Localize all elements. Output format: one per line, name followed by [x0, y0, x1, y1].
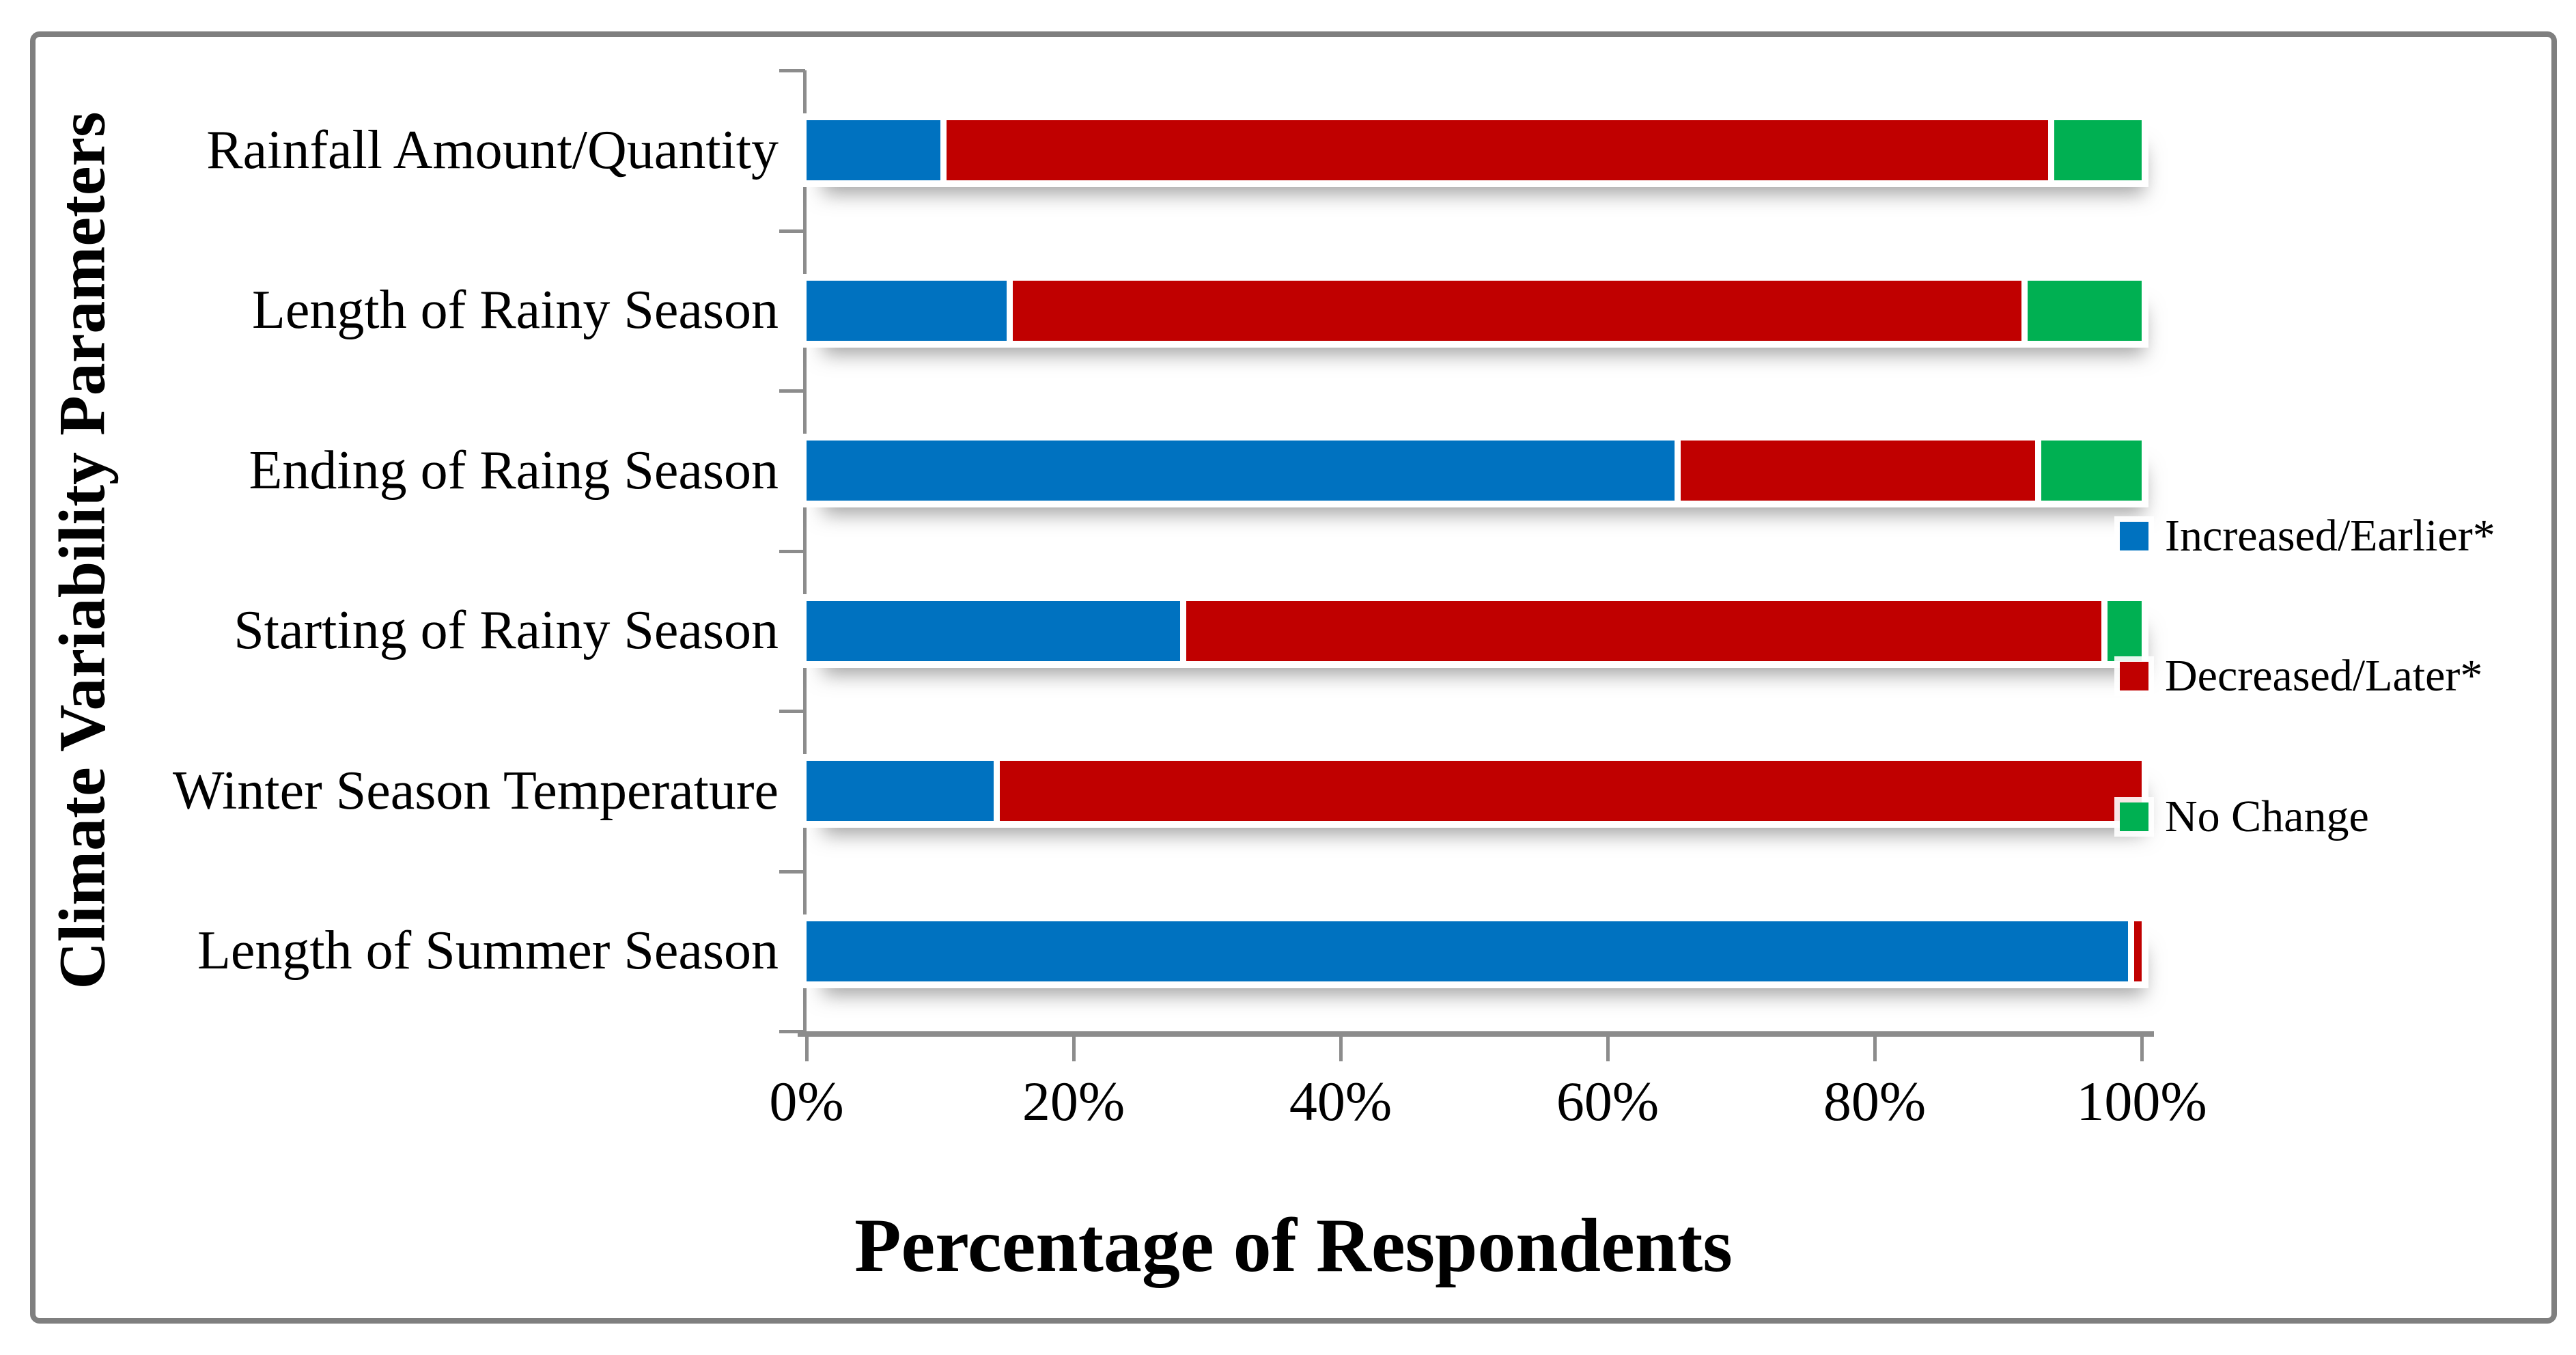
y-axis-tick — [779, 229, 805, 233]
x-axis-tick-label: 20% — [1022, 1070, 1125, 1132]
x-axis-tick — [2140, 1037, 2144, 1061]
bar-segment-decreased-later-rainfall-amount-quantity — [940, 120, 2049, 181]
x-axis-tick-label: 0% — [769, 1070, 844, 1132]
bar-segment-increased-earlier-starting-of-rainy-season — [807, 600, 1181, 661]
legend-item-no-change: No Change — [2120, 783, 2369, 851]
bar-segment-increased-earlier-rainfall-amount-quantity — [807, 120, 940, 181]
y-axis-tick — [779, 549, 805, 553]
bar-segment-no-change-starting-of-rainy-season — [2101, 600, 2142, 661]
bar-segment-no-change-length-of-rainy-season — [2021, 280, 2142, 341]
bar-starting-of-rainy-season — [800, 593, 2148, 668]
legend-swatch-no-change — [2120, 802, 2148, 831]
x-axis-tick — [805, 1037, 809, 1061]
y-axis-tick — [779, 389, 805, 393]
legend-label-increased-earlier: Increased/Earlier* — [2165, 511, 2495, 561]
category-label-starting-of-rainy-season: Starting of Rainy Season — [234, 600, 779, 661]
bar-length-of-rainy-season — [800, 273, 2148, 348]
y-axis-tick — [779, 1030, 805, 1033]
bar-segment-decreased-later-starting-of-rainy-season — [1180, 600, 2102, 661]
y-axis-tick — [779, 69, 805, 72]
bar-length-of-summer-season — [800, 914, 2148, 988]
legend-label-decreased-later: Decreased/Later* — [2165, 651, 2483, 701]
bar-segment-decreased-later-length-of-rainy-season — [1007, 280, 2022, 341]
legend-swatch-increased-earlier — [2120, 522, 2148, 550]
x-axis-tick — [1606, 1037, 1610, 1061]
x-axis-tick — [1339, 1037, 1343, 1061]
category-label-length-of-summer-season: Length of Summer Season — [197, 921, 779, 981]
x-axis-title: Percentage of Respondents — [854, 1203, 1733, 1288]
y-axis-title: Climate Variability Parameters — [45, 111, 119, 990]
x-axis-tick-label: 60% — [1556, 1070, 1660, 1132]
bar-segment-decreased-later-ending-of-raing-season — [1674, 441, 2035, 501]
x-axis-tick-label: 40% — [1289, 1070, 1392, 1132]
bar-rainfall-amount-quantity — [800, 113, 2148, 188]
legend-item-increased-earlier: Increased/Earlier* — [2120, 502, 2495, 570]
bar-segment-decreased-later-winter-season-temperature — [993, 761, 2142, 822]
y-axis-tick — [779, 710, 805, 713]
bar-winter-season-temperature — [800, 754, 2148, 828]
legend-item-decreased-later: Decreased/Later* — [2120, 642, 2482, 710]
bar-segment-no-change-ending-of-raing-season — [2034, 441, 2142, 501]
x-axis-tick-label: 80% — [1823, 1070, 1927, 1132]
bar-segment-decreased-later-length-of-summer-season — [2128, 921, 2142, 981]
x-axis-tick — [1072, 1037, 1076, 1061]
category-label-winter-season-temperature: Winter Season Temperature — [172, 760, 779, 821]
bar-ending-of-raing-season — [800, 434, 2148, 508]
bar-segment-increased-earlier-ending-of-raing-season — [807, 441, 1675, 501]
legend-label-no-change: No Change — [2165, 792, 2369, 841]
category-label-rainfall-amount-quantity: Rainfall Amount/Quantity — [206, 120, 779, 180]
x-axis-line — [798, 1031, 2154, 1037]
category-label-length-of-rainy-season: Length of Rainy Season — [252, 280, 779, 341]
x-axis-tick-label: 100% — [2076, 1070, 2207, 1132]
bar-segment-increased-earlier-length-of-rainy-season — [807, 280, 1007, 341]
x-axis-tick — [1873, 1037, 1877, 1061]
y-axis-tick — [779, 869, 805, 874]
bar-segment-increased-earlier-winter-season-temperature — [807, 761, 994, 822]
category-label-ending-of-raing-season: Ending of Raing Season — [249, 440, 779, 501]
bar-segment-no-change-rainfall-amount-quantity — [2048, 120, 2142, 181]
bar-segment-increased-earlier-length-of-summer-season — [807, 921, 2129, 981]
legend-swatch-decreased-later — [2120, 662, 2148, 690]
